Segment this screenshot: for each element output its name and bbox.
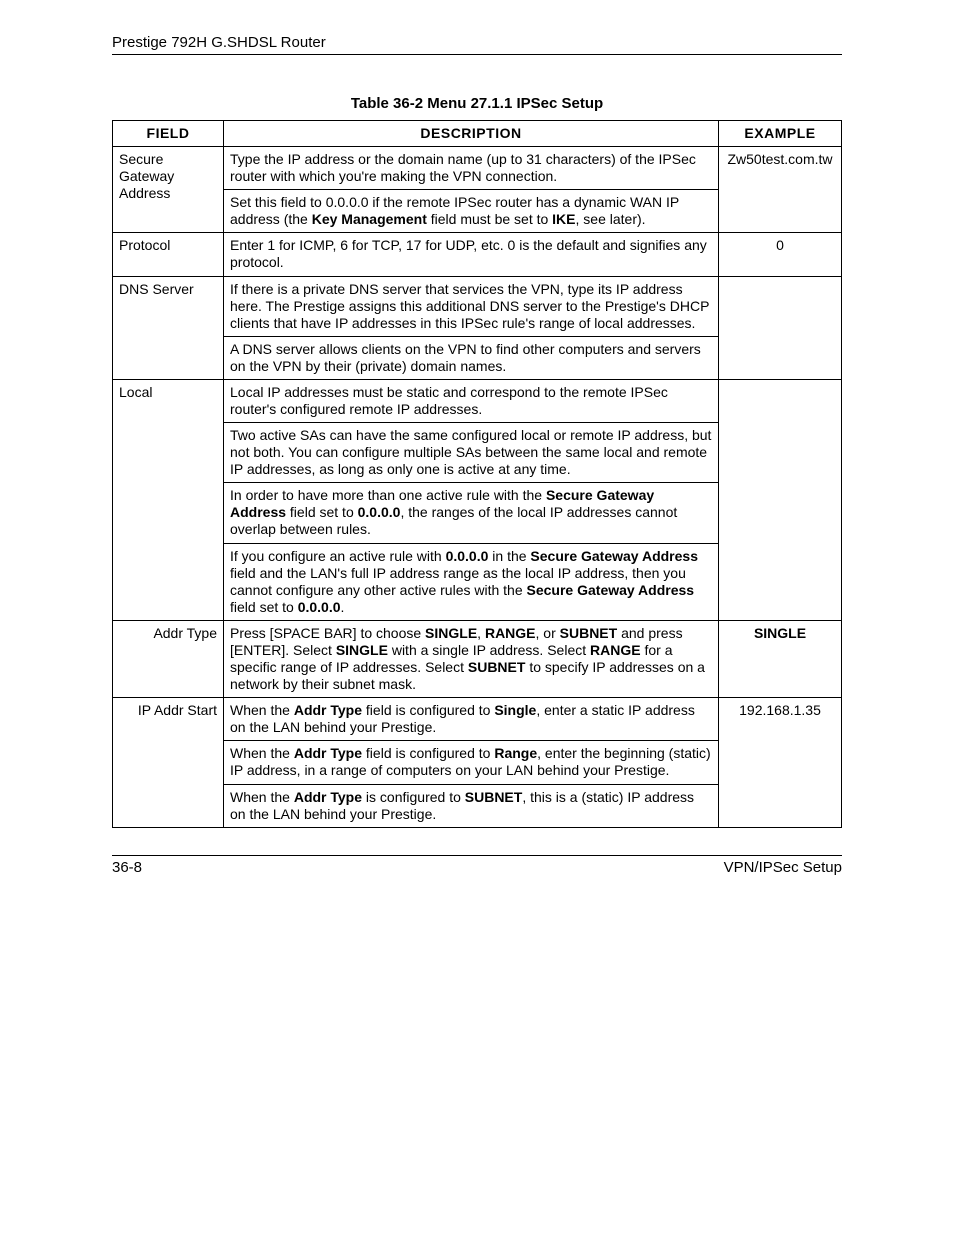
desc-paragraph: In order to have more than one active ru… bbox=[230, 487, 712, 538]
bold-text: Addr Type bbox=[294, 789, 362, 805]
bold-text: RANGE bbox=[590, 642, 641, 658]
text: field set to bbox=[286, 504, 358, 520]
bold-text: IKE bbox=[552, 211, 575, 227]
text: , see later). bbox=[576, 211, 646, 227]
desc-paragraph: If there is a private DNS server that se… bbox=[230, 281, 712, 332]
footer-line: 36-8 VPN/IPSec Setup bbox=[112, 855, 842, 876]
table-header-row: FIELD DESCRIPTION EXAMPLE bbox=[113, 121, 842, 147]
example-cell: 0 bbox=[719, 233, 842, 276]
desc-cell: Set this field to 0.0.0.0 if the remote … bbox=[224, 190, 719, 233]
example-cell bbox=[719, 379, 842, 620]
footer-section-title: VPN/IPSec Setup bbox=[724, 859, 842, 876]
desc-cell: Press [SPACE BAR] to choose SINGLE, RANG… bbox=[224, 620, 719, 697]
bold-text: SINGLE bbox=[754, 625, 806, 641]
text: field must be set to bbox=[427, 211, 552, 227]
text: field is configured to bbox=[362, 702, 494, 718]
text: , or bbox=[536, 625, 560, 641]
text: , bbox=[477, 625, 485, 641]
bold-text: Key Management bbox=[312, 211, 427, 227]
desc-cell: When the Addr Type field is configured t… bbox=[224, 698, 719, 741]
desc-cell: If there is a private DNS server that se… bbox=[224, 276, 719, 336]
desc-paragraph: Type the IP address or the domain name (… bbox=[230, 151, 712, 185]
bold-text: RANGE bbox=[485, 625, 536, 641]
page-header: Prestige 792H G.SHDSL Router bbox=[112, 34, 842, 55]
bold-text: 0.0.0.0 bbox=[358, 504, 401, 520]
text: field is configured to bbox=[362, 745, 494, 761]
text: . bbox=[341, 599, 345, 615]
desc-paragraph: If you configure an active rule with 0.0… bbox=[230, 548, 712, 616]
bold-text: SUBNET bbox=[468, 659, 526, 675]
desc-cell: A DNS server allows clients on the VPN t… bbox=[224, 336, 719, 379]
desc-paragraph: When the Addr Type field is configured t… bbox=[230, 702, 712, 736]
bold-text: Addr Type bbox=[294, 702, 362, 718]
desc-paragraph: Local IP addresses must be static and co… bbox=[230, 384, 712, 418]
header-product-name: Prestige 792H G.SHDSL Router bbox=[112, 34, 326, 51]
bold-text: Range bbox=[494, 745, 537, 761]
desc-paragraph: Two active SAs can have the same configu… bbox=[230, 427, 712, 478]
text: In order to have more than one active ru… bbox=[230, 487, 546, 503]
table-row: Local Local IP addresses must be static … bbox=[113, 379, 842, 422]
bold-text: Addr Type bbox=[294, 745, 362, 761]
bold-text: SINGLE bbox=[425, 625, 477, 641]
footer-page-number: 36-8 bbox=[112, 859, 142, 876]
example-cell: SINGLE bbox=[719, 620, 842, 697]
text: in the bbox=[488, 548, 530, 564]
bold-text: 0.0.0.0 bbox=[446, 548, 489, 564]
example-cell: 192.168.1.35 bbox=[719, 698, 842, 827]
col-header-example: EXAMPLE bbox=[719, 121, 842, 147]
ipsec-setup-table: FIELD DESCRIPTION EXAMPLE Secure Gateway… bbox=[112, 120, 842, 828]
bold-text: Secure Gateway Address bbox=[530, 548, 698, 564]
desc-cell: If you configure an active rule with 0.0… bbox=[224, 543, 719, 620]
text: with a single IP address. Select bbox=[388, 642, 590, 658]
table-row: DNS Server If there is a private DNS ser… bbox=[113, 276, 842, 336]
document-page: Prestige 792H G.SHDSL Router Table 36-2 … bbox=[0, 0, 954, 1235]
text: field set to bbox=[230, 599, 298, 615]
table-row: Addr Type Press [SPACE BAR] to choose SI… bbox=[113, 620, 842, 697]
col-header-description: DESCRIPTION bbox=[224, 121, 719, 147]
text: If you configure an active rule with bbox=[230, 548, 446, 564]
bold-text: SINGLE bbox=[336, 642, 388, 658]
table-row: Secure Gateway Address Type the IP addre… bbox=[113, 147, 842, 190]
field-cell: DNS Server bbox=[113, 276, 224, 379]
desc-paragraph: When the Addr Type field is configured t… bbox=[230, 745, 712, 779]
text: Press [SPACE BAR] to choose bbox=[230, 625, 425, 641]
text: is configured to bbox=[362, 789, 465, 805]
example-cell bbox=[719, 276, 842, 379]
table-caption: Table 36-2 Menu 27.1.1 IPSec Setup bbox=[112, 95, 842, 112]
desc-cell: When the Addr Type field is configured t… bbox=[224, 741, 719, 784]
desc-cell: In order to have more than one active ru… bbox=[224, 483, 719, 543]
table-row: IP Addr Start When the Addr Type field i… bbox=[113, 698, 842, 741]
field-cell: Secure Gateway Address bbox=[113, 147, 224, 233]
desc-cell: Local IP addresses must be static and co… bbox=[224, 379, 719, 422]
col-header-field: FIELD bbox=[113, 121, 224, 147]
desc-paragraph: Set this field to 0.0.0.0 if the remote … bbox=[230, 194, 712, 228]
field-cell: IP Addr Start bbox=[113, 698, 224, 827]
bold-text: SUBNET bbox=[465, 789, 523, 805]
desc-paragraph: Press [SPACE BAR] to choose SINGLE, RANG… bbox=[230, 625, 712, 693]
text: When the bbox=[230, 745, 294, 761]
page-footer: 36-8 VPN/IPSec Setup bbox=[112, 855, 842, 876]
desc-cell: Enter 1 for ICMP, 6 for TCP, 17 for UDP,… bbox=[224, 233, 719, 276]
bold-text: 0.0.0.0 bbox=[298, 599, 341, 615]
bold-text: Secure Gateway Address bbox=[527, 582, 695, 598]
example-cell: Zw50test.com.tw bbox=[719, 147, 842, 233]
text: When the bbox=[230, 789, 294, 805]
bold-text: Single bbox=[494, 702, 536, 718]
desc-cell: When the Addr Type is configured to SUBN… bbox=[224, 784, 719, 827]
desc-cell: Two active SAs can have the same configu… bbox=[224, 423, 719, 483]
field-cell: Addr Type bbox=[113, 620, 224, 697]
field-cell: Protocol bbox=[113, 233, 224, 276]
desc-cell: Type the IP address or the domain name (… bbox=[224, 147, 719, 190]
desc-paragraph: Enter 1 for ICMP, 6 for TCP, 17 for UDP,… bbox=[230, 237, 712, 271]
bold-text: SUBNET bbox=[560, 625, 618, 641]
desc-paragraph: A DNS server allows clients on the VPN t… bbox=[230, 341, 712, 375]
text: When the bbox=[230, 702, 294, 718]
field-cell: Local bbox=[113, 379, 224, 620]
table-row: Protocol Enter 1 for ICMP, 6 for TCP, 17… bbox=[113, 233, 842, 276]
desc-paragraph: When the Addr Type is configured to SUBN… bbox=[230, 789, 712, 823]
